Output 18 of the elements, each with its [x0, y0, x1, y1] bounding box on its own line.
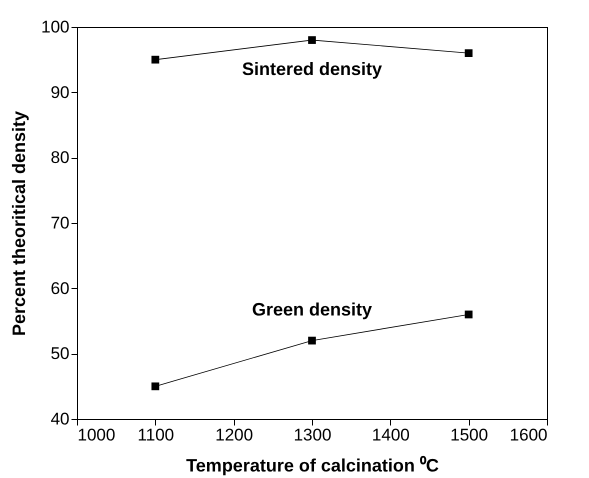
- y-tick-label: 90: [50, 82, 70, 102]
- y-tick-label: 100: [41, 18, 70, 36]
- y-tick-label: 50: [50, 344, 70, 364]
- series-label: Sintered density: [242, 59, 382, 80]
- y-tick-label: 80: [50, 148, 70, 168]
- x-tick-label: 1400: [372, 426, 410, 444]
- y-tick-label: 60: [50, 278, 70, 298]
- y-tick-label: 40: [50, 410, 70, 428]
- series-label: Green density: [252, 300, 372, 320]
- y-tick-label: 70: [50, 214, 70, 232]
- x-axis-title: Temperature of calcination ⁰C: [186, 456, 439, 476]
- x-tick-label: 1500: [450, 426, 488, 444]
- x-tick-label: 1000: [78, 426, 116, 444]
- x-tick-label: 1100: [138, 426, 174, 444]
- y-axis-title: Percent theoritical density: [9, 110, 30, 336]
- x-tick-label: 1300: [294, 426, 332, 444]
- x-tick-label: 1600: [510, 426, 548, 444]
- x-tick-label: 1200: [215, 426, 254, 444]
